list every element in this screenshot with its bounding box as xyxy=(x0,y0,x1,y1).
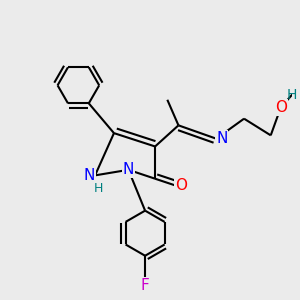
Text: H: H xyxy=(94,182,103,195)
Text: H: H xyxy=(286,88,297,102)
Text: O: O xyxy=(275,100,287,115)
Text: O: O xyxy=(175,178,187,193)
Text: N: N xyxy=(216,131,228,146)
Text: N: N xyxy=(123,162,134,177)
Text: F: F xyxy=(141,278,149,293)
Text: N: N xyxy=(84,168,95,183)
